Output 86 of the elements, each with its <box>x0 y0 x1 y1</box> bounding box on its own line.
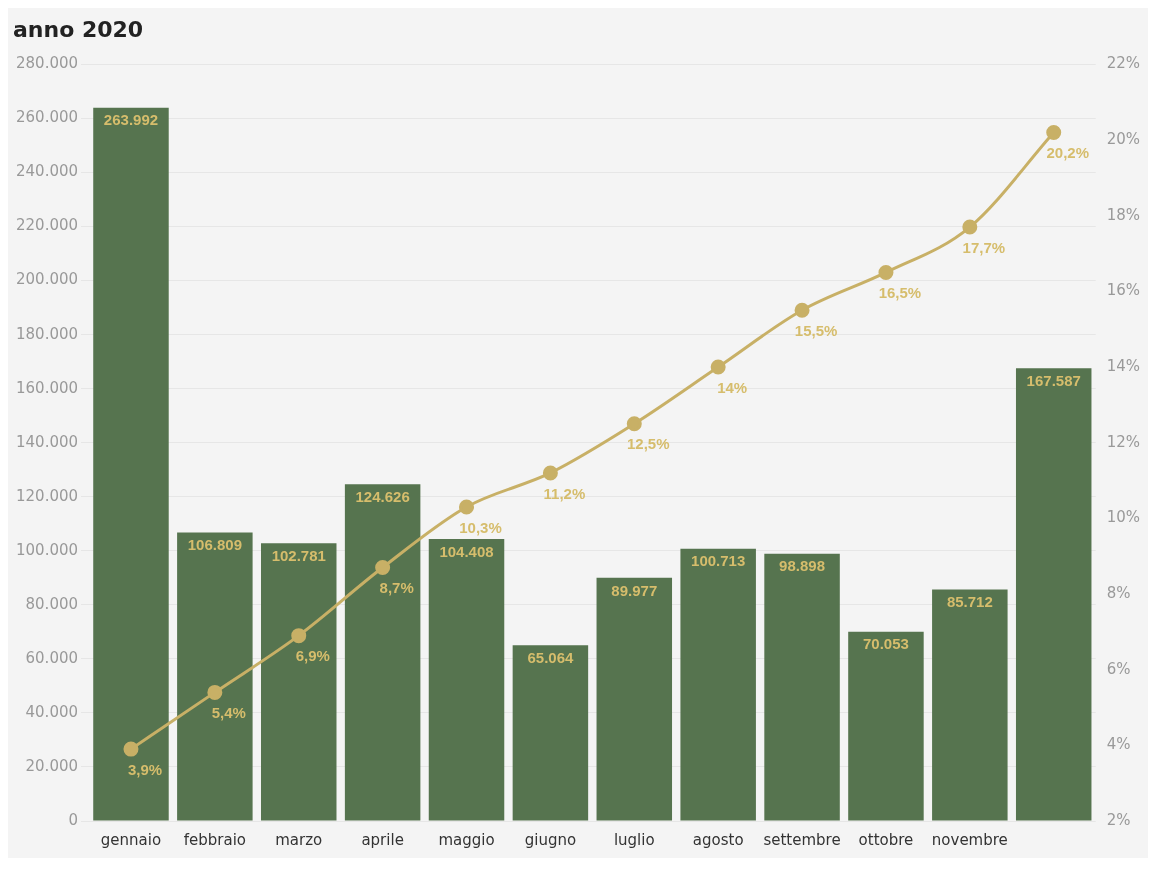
data-label: 14% <box>717 378 748 396</box>
data-label: 11,2% <box>543 484 586 502</box>
y-tick-label: 140.000 <box>16 432 79 451</box>
point <box>710 359 726 375</box>
bar <box>512 645 589 821</box>
y-tick-label: 40.000 <box>25 702 79 721</box>
y2-tick-label: 6% <box>1106 659 1131 678</box>
data-label: 3,9% <box>127 760 163 778</box>
y2-tick-label: 22% <box>1106 54 1140 73</box>
point <box>542 465 558 481</box>
x-tick-label: agosto <box>692 830 744 849</box>
data-label: 6,9% <box>295 647 330 665</box>
chart-title: anno 2020 <box>13 16 144 42</box>
point <box>459 499 475 515</box>
data-label: 263.992 <box>103 111 159 129</box>
point <box>626 416 642 432</box>
point <box>878 264 894 280</box>
data-label: 106.809 <box>187 536 242 554</box>
data-label: 15,5% <box>794 321 838 339</box>
y-tick-label: 280.000 <box>16 54 79 73</box>
y-tick-label: 240.000 <box>16 162 79 181</box>
bar <box>848 631 924 821</box>
y2-tick-label: 2% <box>1106 810 1131 829</box>
bar <box>932 589 1008 821</box>
data-label: 98.898 <box>779 557 825 575</box>
bar <box>596 577 673 821</box>
y-tick-label: 160.000 <box>16 378 79 397</box>
x-tick-label: febbraio <box>183 830 246 849</box>
x-tick-label: novembre <box>931 830 1008 849</box>
point <box>962 219 978 235</box>
y2-tick-label: 16% <box>1106 281 1140 300</box>
bar <box>177 532 253 821</box>
y-tick-label: 120.000 <box>16 486 79 505</box>
data-label: 85.712 <box>946 593 993 611</box>
x-tick-label: aprile <box>361 830 404 849</box>
point <box>375 560 391 576</box>
y-tick-label: 260.000 <box>16 108 79 127</box>
data-label: 124.626 <box>355 487 410 505</box>
data-label: 16,5% <box>878 284 922 302</box>
bar <box>261 543 337 821</box>
data-label: 167.587 <box>1026 371 1081 389</box>
bar <box>93 107 169 821</box>
data-label: 102.781 <box>271 546 326 564</box>
bar <box>1015 368 1092 821</box>
data-label: 5,4% <box>211 704 246 722</box>
data-label: 10,3% <box>459 518 502 536</box>
data-label: 20,2% <box>1046 144 1089 162</box>
y-tick-label: 200.000 <box>16 270 79 289</box>
x-tick-label: marzo <box>275 830 323 849</box>
y-tick-label: 80.000 <box>25 594 79 613</box>
data-label: 70.053 <box>863 635 909 653</box>
y2-tick-label: 10% <box>1106 508 1140 527</box>
x-tick-label: ottobre <box>858 830 914 849</box>
point <box>1046 124 1062 140</box>
point <box>207 684 223 700</box>
bar <box>680 548 756 821</box>
data-label: 65.064 <box>527 648 574 666</box>
y-tick-label: 220.000 <box>16 216 79 235</box>
y-tick-label: 100.000 <box>16 540 79 559</box>
data-label: 104.408 <box>439 542 494 560</box>
y-tick-label: 0 <box>68 810 79 829</box>
x-tick-label: gennaio <box>100 830 162 849</box>
data-label: 17,7% <box>962 238 1006 256</box>
x-tick-label: giugno <box>524 830 577 849</box>
data-label: 100.713 <box>691 552 746 570</box>
y2-tick-label: 20% <box>1106 129 1140 148</box>
x-tick-label: maggio <box>438 830 495 849</box>
bar <box>428 538 505 821</box>
point <box>291 628 307 644</box>
y-tick-label: 20.000 <box>25 756 79 775</box>
y2-tick-label: 12% <box>1106 432 1140 451</box>
data-label: 12,5% <box>627 435 670 453</box>
bar <box>764 553 840 821</box>
y2-tick-label: 4% <box>1106 735 1131 754</box>
point <box>794 302 810 318</box>
y-tick-label: 180.000 <box>16 324 79 343</box>
y2-tick-label: 8% <box>1106 583 1131 602</box>
x-tick-label: luglio <box>613 830 655 849</box>
data-label: 89.977 <box>611 581 658 599</box>
y2-tick-label: 18% <box>1106 205 1140 224</box>
y2-tick-label: 14% <box>1106 356 1140 375</box>
point <box>123 741 139 757</box>
y-tick-label: 60.000 <box>25 648 79 667</box>
bar <box>344 484 421 821</box>
x-tick-label: settembre <box>763 830 841 849</box>
data-label: 8,7% <box>379 579 414 597</box>
